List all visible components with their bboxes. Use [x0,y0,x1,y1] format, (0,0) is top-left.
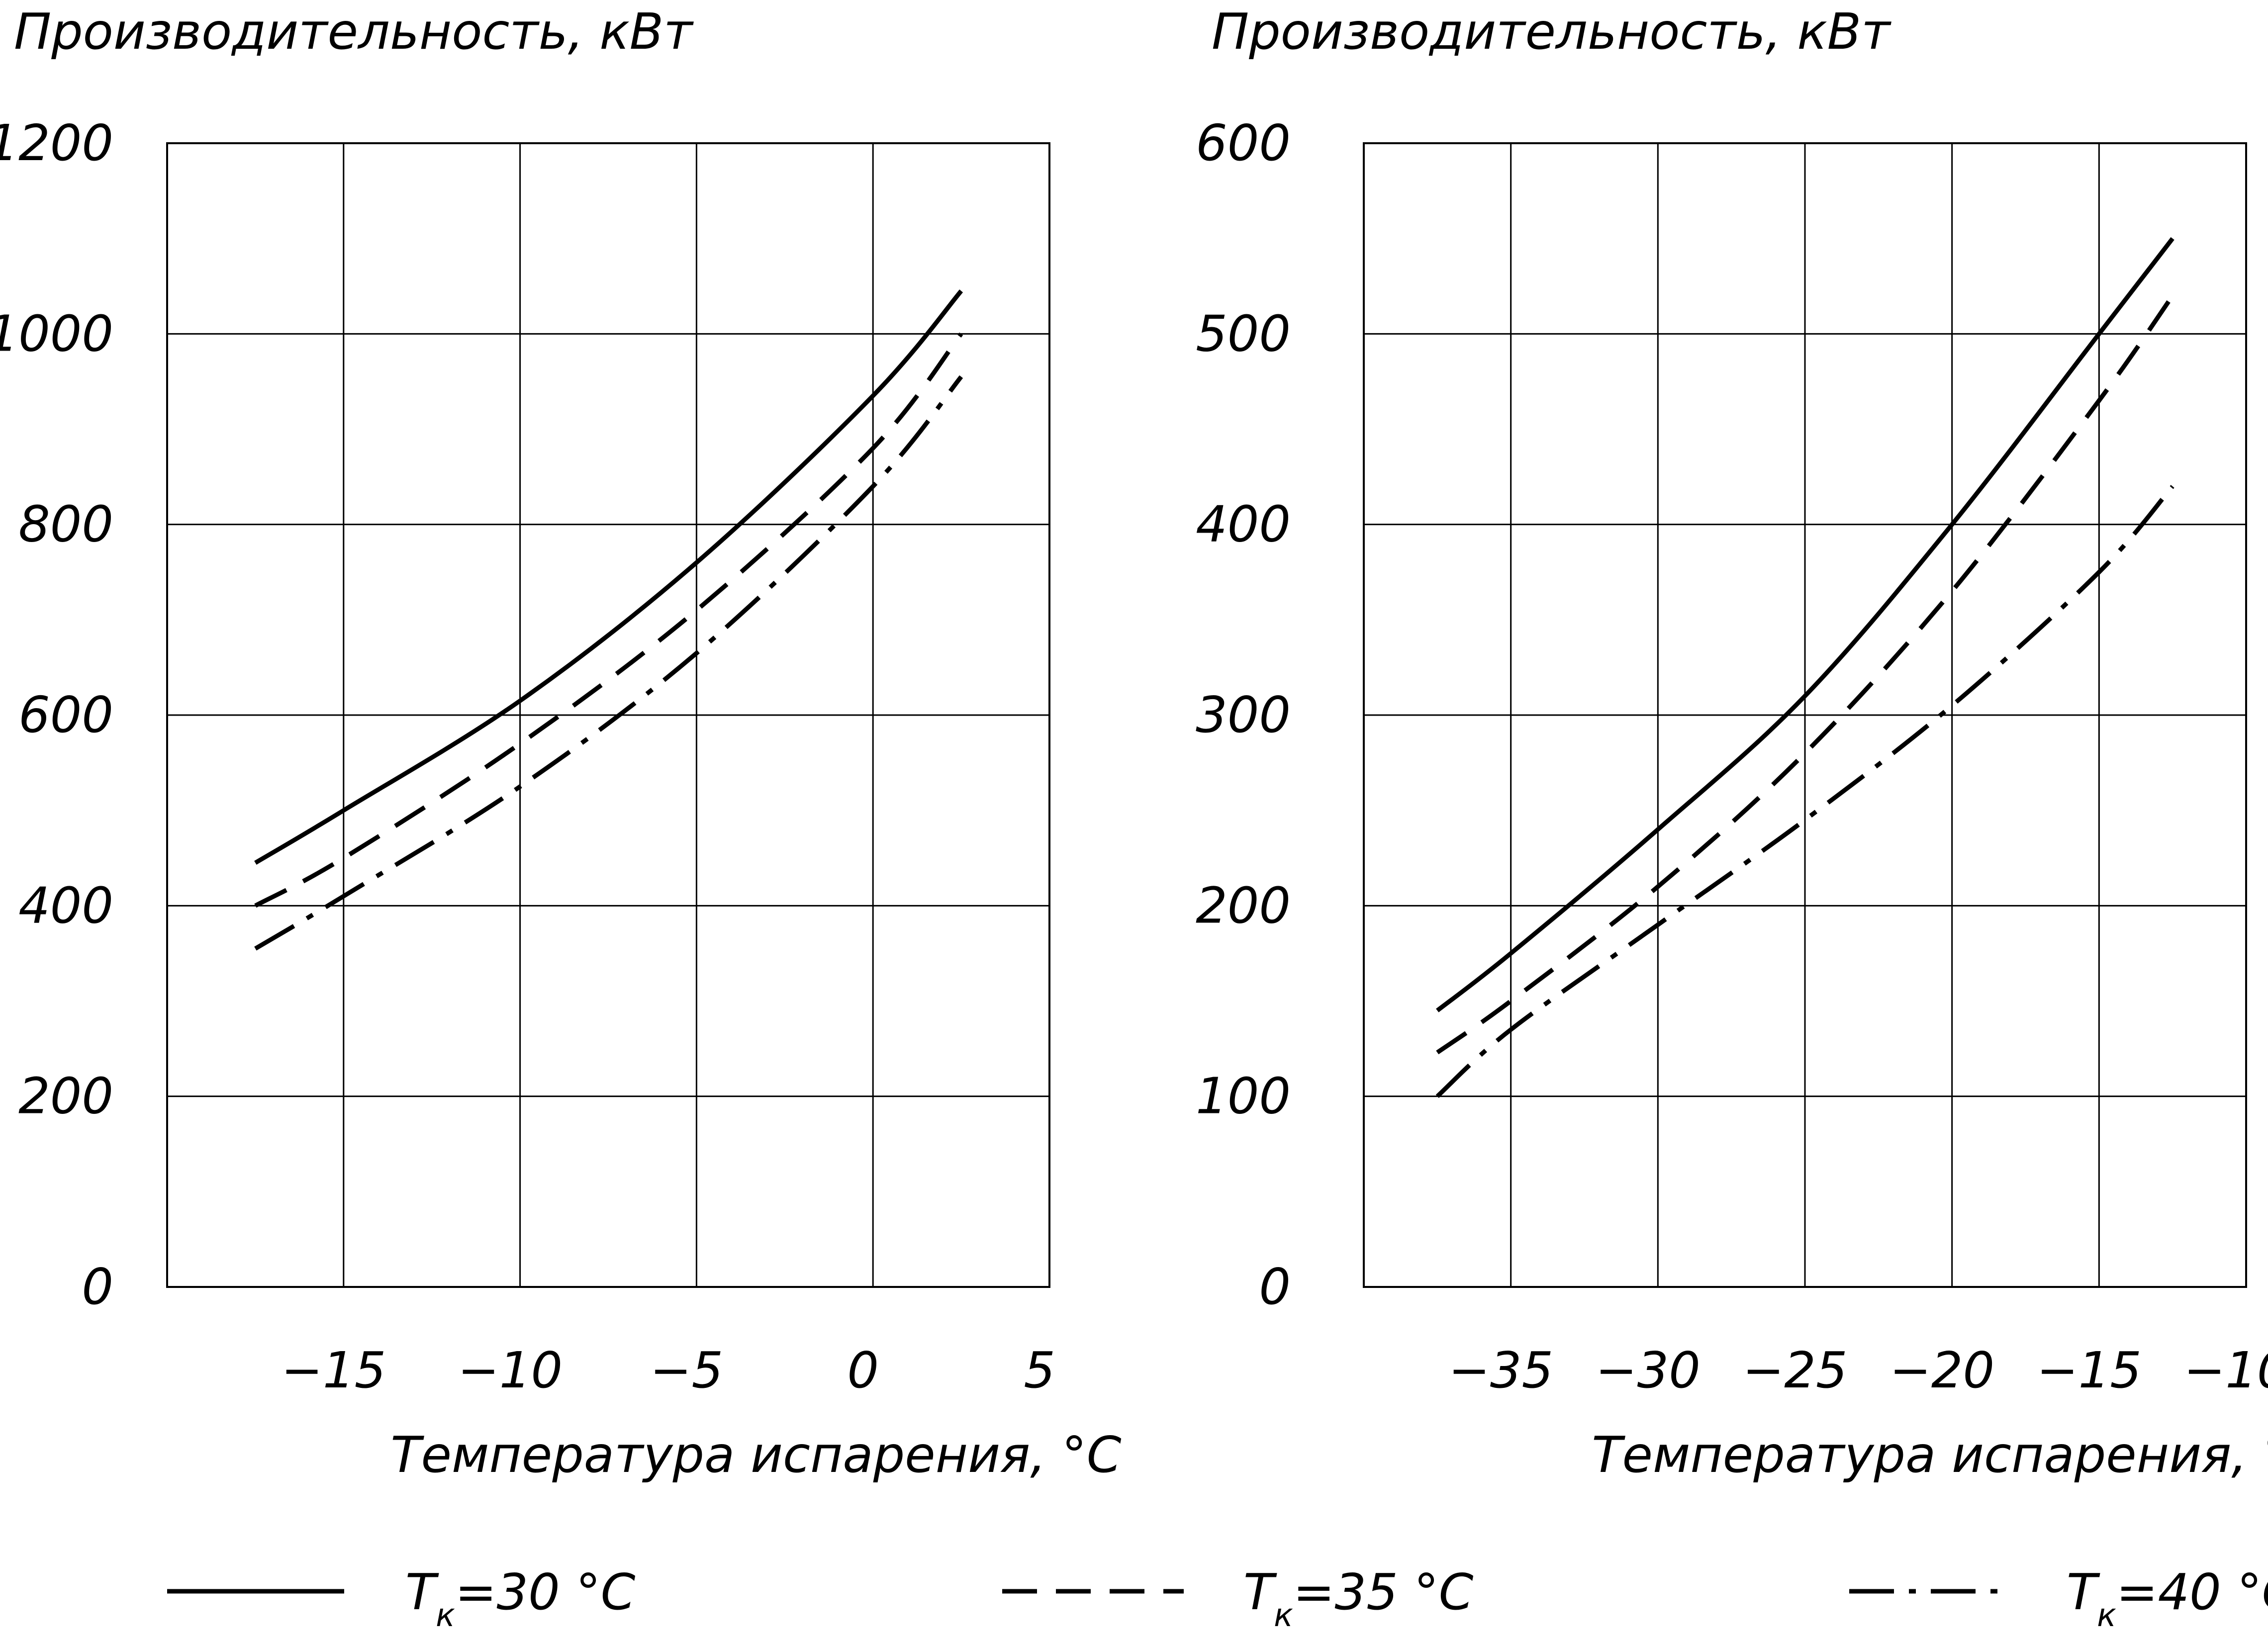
y-tick-label: 1200 [0,114,113,172]
plot-frame [166,142,1050,1288]
y-tick-label: 200 [18,1067,113,1125]
x-tick-label: −25 [1742,1341,1847,1399]
y-tick-label: 800 [18,495,113,553]
plot-frame [1363,142,2247,1288]
legend-label: Tк=35 °C [1243,1563,1474,1634]
legend: Tк=30 °C Tк=35 °C Tк=40 °C [167,1563,2268,1634]
legend-label: Tк=40 °C [2067,1563,2268,1634]
chart-left: 0 200 400 600 800 1000 1200 −15 −10 −5 0 5 Производи… [0,2,1122,1484]
y-tick-label: 500 [1196,304,1291,363]
y-axis-label: Производительность, кВт [1212,2,1891,61]
x-tick-label: −15 [2037,1341,2142,1399]
x-tick-label: −10 [2183,1341,2268,1399]
series-line-dashed [254,332,963,908]
y-tick-label: 1000 [0,304,113,363]
series-line-dashed [1436,294,2174,1055]
x-tick-label: −35 [1448,1341,1553,1399]
x-tick-label: −20 [1890,1341,1994,1399]
x-tick-label: −30 [1596,1341,1701,1399]
y-tick-label: 100 [1196,1067,1291,1125]
series-line-dashdot [1435,485,2174,1098]
x-axis-label: Температура испарения, °C [1592,1426,2268,1484]
y-tick-label: 0 [82,1258,113,1316]
x-axis-label: Температура испарения, °C [390,1426,1121,1484]
x-tick-label: −10 [458,1341,563,1399]
y-tick-label: 0 [1259,1258,1291,1316]
chart-right: 0 100 200 300 400 500 600 −35 −30 −25 −20 −15 −10 Про… [1196,2,2268,1484]
x-tick-label: −15 [281,1341,386,1399]
y-tick-label: 400 [1196,495,1291,553]
y-tick-label: 400 [18,876,113,934]
legend-label: Tк=30 °C [405,1563,636,1634]
series-line-dashdot [254,375,963,951]
x-tick-label: −5 [650,1341,723,1399]
x-tick-label: 5 [1024,1341,1055,1399]
y-tick-label: 200 [1196,876,1291,934]
y-tick-label: 600 [18,686,113,744]
y-tick-label: 300 [1196,686,1291,744]
y-tick-label: 600 [1196,114,1291,172]
series-line-solid [254,289,963,865]
y-axis-label: Производительность, кВт [14,2,694,61]
series-line-solid [1436,237,2174,1012]
x-tick-label: 0 [847,1341,879,1399]
